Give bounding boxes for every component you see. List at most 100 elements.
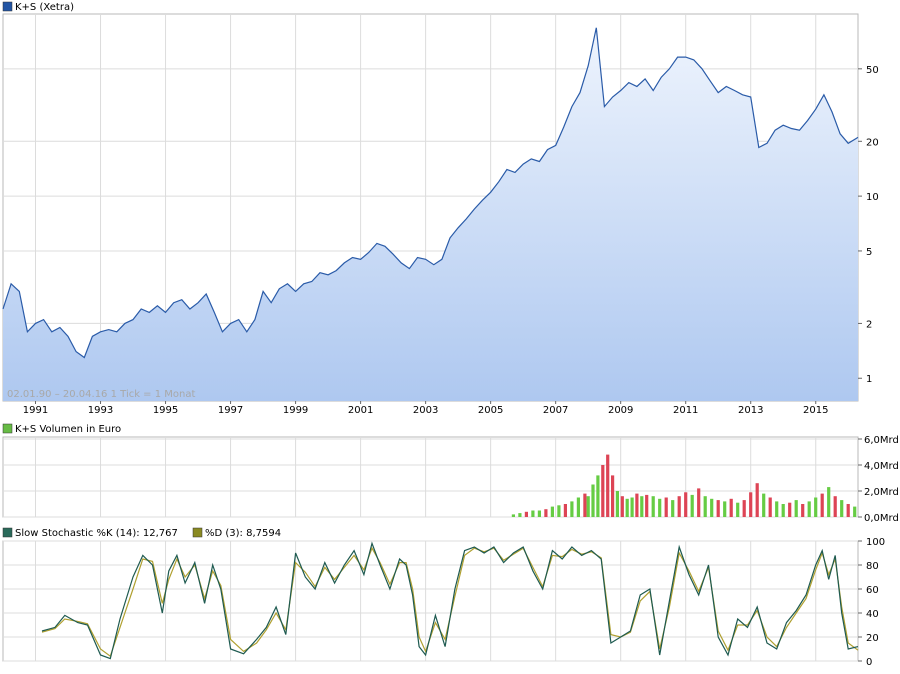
x-tick-label: 1997: [218, 405, 243, 416]
volume-bar: [651, 496, 655, 517]
volume-bar: [749, 492, 753, 517]
volume-bar: [736, 502, 740, 517]
legend-stochastic-d: %D (3): 8,7594: [205, 528, 281, 539]
volume-bar: [576, 497, 580, 517]
x-tick-label: 2013: [738, 405, 763, 416]
legend-swatch-k: [2, 527, 13, 538]
volume-bar: [550, 506, 554, 517]
volume-bar: [591, 484, 595, 517]
volume-bar: [658, 498, 662, 517]
volume-bar: [840, 500, 844, 517]
volume-bar: [640, 496, 644, 517]
y-tick-label: 1: [866, 374, 872, 385]
stochastic-d-line: [41, 546, 859, 658]
price-y-axis: 1 2 5 10 20 50: [858, 65, 879, 385]
x-tick-label: 2009: [608, 405, 633, 416]
y-tick-label: 40: [866, 609, 879, 620]
legend-stochastic-k: Slow Stochastic %K (14): 12,767: [15, 528, 178, 539]
y-tick-label: 60: [866, 585, 879, 596]
volume-bar: [755, 483, 759, 517]
stochastic-y-axis: 0 20 40 60 80 100: [858, 537, 885, 668]
x-tick-label: 2015: [803, 405, 828, 416]
volume-bar: [762, 493, 766, 517]
y-tick-label: 0,0Mrd: [864, 513, 899, 524]
x-tick-label: 2007: [543, 405, 568, 416]
volume-bar: [518, 513, 522, 517]
legend-volume: K+S Volumen in Euro: [15, 424, 121, 435]
price-line: [2, 27, 859, 359]
y-tick-label: 20: [866, 633, 879, 644]
y-tick-label: 10: [866, 192, 879, 203]
volume-bar: [788, 502, 792, 517]
stochastic-plot-frame: [2, 540, 859, 662]
volume-bar: [716, 500, 720, 517]
volume-bar: [615, 491, 619, 517]
x-tick-label: 1993: [88, 405, 113, 416]
volume-bar: [671, 500, 675, 517]
volume-bar: [563, 504, 567, 517]
volume-bar: [625, 498, 629, 517]
volume-bar: [544, 509, 548, 517]
volume-bar: [827, 487, 831, 517]
y-tick-label: 2,0Mrd: [864, 487, 899, 498]
volume-bar: [531, 510, 535, 517]
legend-swatch-volume: [2, 423, 13, 434]
volume-bar: [601, 465, 605, 517]
y-tick-label: 20: [866, 137, 879, 148]
volume-bar: [723, 501, 727, 517]
volume-bar: [557, 505, 561, 517]
volume-bar: [768, 497, 772, 517]
y-tick-label: 0: [866, 657, 872, 668]
volume-bar: [684, 492, 688, 517]
volume-bar: [690, 494, 694, 517]
volume-bar: [606, 454, 610, 517]
volume-bar: [537, 510, 541, 517]
volume-bar: [775, 501, 779, 517]
y-tick-label: 100: [866, 537, 885, 548]
x-tick-label: 1991: [23, 405, 48, 416]
volume-y-axis: 0,0Mrd 2,0Mrd 4,0Mrd 6,0Mrd: [858, 435, 899, 524]
volume-bar: [630, 497, 634, 517]
legend-swatch-price: [2, 1, 13, 12]
volume-bar: [583, 493, 587, 517]
volume-bar: [742, 500, 746, 517]
volume-bar: [596, 475, 600, 517]
volume-bar: [620, 496, 624, 517]
volume-bar: [853, 506, 857, 517]
volume-bar: [781, 504, 785, 517]
y-tick-label: 6,0Mrd: [864, 435, 899, 446]
stochastic-k-line: [41, 541, 859, 660]
y-tick-label: 2: [866, 319, 872, 330]
x-tick-label: 2001: [348, 405, 373, 416]
chart-footnote: 02.01.90 – 20.04.16 1 Tick = 1 Monat: [7, 389, 195, 400]
x-tick-label: 2005: [478, 405, 503, 416]
volume-bar: [729, 498, 733, 517]
volume-bar: [814, 497, 818, 517]
volume-bar: [801, 504, 805, 517]
volume-bar: [807, 501, 811, 517]
volume-bar: [635, 493, 639, 517]
volume-bar: [570, 501, 574, 517]
price-area: [3, 27, 858, 402]
x-tick-label: 1995: [153, 405, 178, 416]
volume-bar: [820, 493, 824, 517]
volume-bar: [710, 498, 714, 517]
x-tick-label: 2011: [673, 405, 698, 416]
y-tick-label: 80: [866, 561, 879, 572]
volume-bar: [846, 504, 850, 517]
volume-bar: [611, 475, 615, 517]
volume-plot-frame: [2, 436, 859, 518]
volume-bar: [586, 496, 590, 517]
volume-bar: [524, 511, 528, 517]
volume-bar: [703, 496, 707, 517]
legend-swatch-d: [192, 527, 203, 538]
y-tick-label: 5: [866, 247, 872, 258]
volume-bar: [677, 496, 681, 517]
x-tick-label: 1999: [283, 405, 308, 416]
y-tick-label: 50: [866, 65, 879, 76]
volume-panel: K+S Volumen in Euro 0,0Mrd 2,0Mrd 4,0Mrd 6,…: [2, 423, 899, 524]
volume-bar: [697, 488, 701, 517]
stochastic-panel: Slow Stochastic %K (14): 12,767 %D (3): …: [2, 527, 885, 668]
